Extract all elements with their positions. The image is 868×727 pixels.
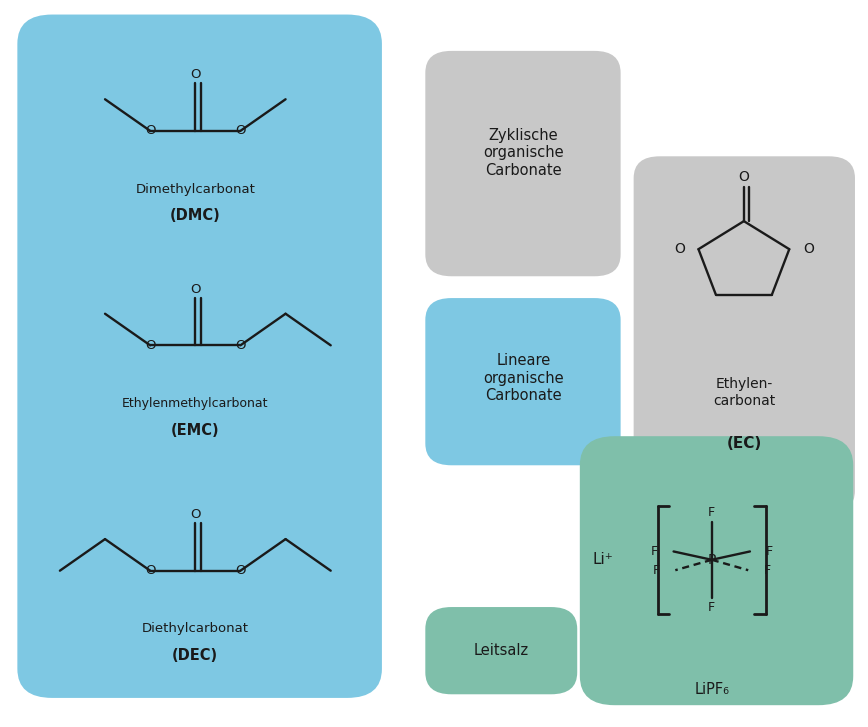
Text: Dimethylcarbonat: Dimethylcarbonat	[135, 182, 255, 196]
Text: O: O	[235, 339, 246, 352]
Text: O: O	[145, 564, 155, 577]
Text: O: O	[145, 124, 155, 137]
Text: O: O	[190, 283, 201, 296]
Text: F: F	[708, 506, 715, 518]
FancyBboxPatch shape	[17, 15, 382, 698]
Text: F: F	[764, 563, 771, 577]
Text: (DEC): (DEC)	[172, 648, 219, 663]
Text: O: O	[674, 242, 685, 256]
Text: O: O	[803, 242, 814, 256]
Text: O: O	[235, 564, 246, 577]
FancyBboxPatch shape	[425, 607, 577, 694]
Text: (EC): (EC)	[727, 436, 761, 451]
Text: O: O	[145, 339, 155, 352]
FancyBboxPatch shape	[425, 51, 621, 276]
Text: O: O	[739, 170, 749, 184]
Text: O: O	[235, 124, 246, 137]
Text: F: F	[653, 563, 660, 577]
Text: O: O	[190, 68, 201, 81]
Text: (EMC): (EMC)	[171, 423, 220, 438]
Text: (DMC): (DMC)	[170, 209, 220, 223]
Text: O: O	[190, 508, 201, 521]
Text: Diethylcarbonat: Diethylcarbonat	[141, 622, 249, 635]
Text: Li⁺: Li⁺	[593, 553, 614, 567]
FancyBboxPatch shape	[425, 298, 621, 465]
Text: F: F	[766, 545, 773, 558]
Text: F: F	[651, 545, 658, 558]
Text: Lineare
organische
Carbonate: Lineare organische Carbonate	[483, 353, 563, 403]
Text: Ethylen-
carbonat: Ethylen- carbonat	[713, 377, 775, 408]
Text: LiPF₆: LiPF₆	[694, 682, 729, 696]
Text: Leitsalz: Leitsalz	[473, 643, 529, 658]
Text: F: F	[708, 601, 715, 614]
Text: P: P	[707, 553, 716, 567]
Text: Zyklische
organische
Carbonate: Zyklische organische Carbonate	[483, 128, 563, 177]
Text: Ethylenmethylcarbonat: Ethylenmethylcarbonat	[122, 397, 268, 410]
FancyBboxPatch shape	[634, 156, 855, 513]
FancyBboxPatch shape	[580, 436, 853, 705]
